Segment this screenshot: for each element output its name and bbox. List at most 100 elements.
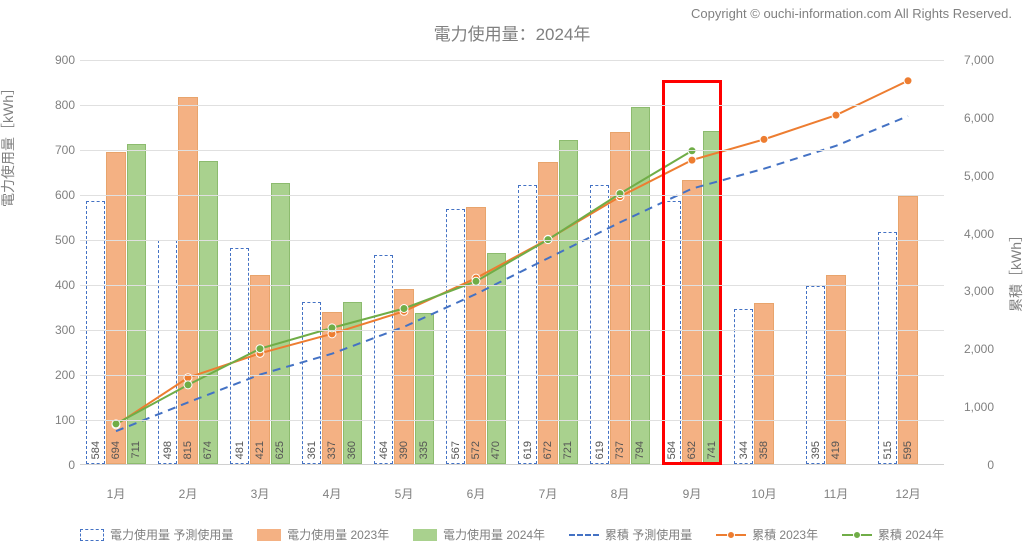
plot-inner: 5846947114988156744814216253613373604643… (80, 60, 944, 465)
copyright-text: Copyright © ouchi-information.com All Ri… (691, 6, 1012, 21)
xtick: 12月 (872, 485, 944, 502)
ytick-left: 300 (45, 323, 75, 337)
bar-label: 721 (562, 441, 574, 459)
x-axis-ticks: 1月2月3月4月5月6月7月8月9月10月11月12月 (80, 485, 944, 502)
legend-label: 累積 2024年 (878, 526, 944, 543)
bar-predicted: 464 (374, 255, 393, 464)
month-group: 619 672 721 (512, 59, 584, 464)
grid-line (80, 375, 944, 376)
ytick-left: 100 (45, 413, 75, 427)
xtick: 1月 (80, 485, 152, 502)
legend-swatch-predicted (80, 529, 104, 541)
bar-predicted: 619 (518, 185, 537, 464)
legend-swatch-2024 (413, 529, 437, 541)
month-group: 567572470 (440, 59, 512, 464)
bar-usage_2023: 694 (106, 152, 125, 464)
bar-usage_2023: 672 (538, 162, 557, 464)
bar-predicted: 344 (734, 309, 753, 464)
grid-line (80, 195, 944, 196)
legend-label: 累積 予測使用量 (605, 526, 692, 543)
ytick-left: 800 (45, 98, 75, 112)
bar-label: 337 (326, 441, 338, 459)
bar-usage_2024: 360 (343, 302, 362, 464)
legend: 電力使用量 予測使用量 電力使用量 2023年 電力使用量 2024年 累積 予… (80, 526, 944, 543)
legend-cum-predicted: 累積 予測使用量 (569, 526, 692, 543)
bar-label: 584 (666, 441, 678, 459)
bar-label: 632 (686, 441, 698, 459)
bar-label: 567 (450, 441, 462, 459)
grid-line (80, 150, 944, 151)
bar-label: 794 (634, 441, 646, 459)
bar-usage_2023: 572 (466, 207, 485, 464)
bar-usage_2024: 721 (559, 140, 578, 464)
bar-label: 360 (346, 441, 358, 459)
bar-usage_2023: 419 (826, 275, 845, 464)
legend-label: 電力使用量 2024年 (443, 526, 545, 543)
ytick-right: 3,000 (954, 284, 994, 298)
month-group: 464 390 335 (368, 59, 440, 464)
bar-predicted: 515 (878, 232, 897, 464)
xtick: 4月 (296, 485, 368, 502)
y-axis-label-left: 電力使用量［kWh］ (0, 81, 18, 207)
ytick-right: 6,000 (954, 111, 994, 125)
y-axis-label-right: 累積［kWh］ (1006, 228, 1024, 312)
month-group: 584694711 (80, 59, 152, 464)
bar-predicted: 619 (590, 185, 609, 464)
xtick: 8月 (584, 485, 656, 502)
ytick-right: 1,000 (954, 400, 994, 414)
bar-label: 498 (162, 441, 174, 459)
grid-line (80, 420, 944, 421)
plot-area: 5846947114988156744814216253613373604643… (80, 60, 944, 480)
bar-label: 619 (522, 441, 534, 459)
ytick-left: 600 (45, 188, 75, 202)
bar-usage_2024: 711 (127, 144, 146, 464)
ytick-left: 400 (45, 278, 75, 292)
grid-line (80, 240, 944, 241)
bar-label: 390 (398, 441, 410, 459)
bar-usage_2023: 815 (178, 97, 197, 464)
ytick-left: 200 (45, 368, 75, 382)
xtick: 2月 (152, 485, 224, 502)
ytick-left: 500 (45, 233, 75, 247)
xtick: 11月 (800, 485, 872, 502)
chart-container: Copyright © ouchi-information.com All Ri… (0, 0, 1024, 551)
bar-usage_2023: 337 (322, 312, 341, 464)
ytick-left: 0 (45, 458, 75, 472)
bar-label: 619 (594, 441, 606, 459)
bar-label: 421 (254, 441, 266, 459)
bar-label: 358 (758, 441, 770, 459)
legend-cum-2023: 累積 2023年 (716, 526, 818, 543)
bar-usage_2024: 674 (199, 161, 218, 464)
bar-label: 335 (418, 441, 430, 459)
bar-label: 419 (830, 441, 842, 459)
ytick-left: 700 (45, 143, 75, 157)
ytick-right: 5,000 (954, 169, 994, 183)
bar-usage_2024: 741 (703, 131, 722, 464)
month-group: 498 815 674 (152, 59, 224, 464)
ytick-right: 4,000 (954, 227, 994, 241)
bar-label: 711 (130, 441, 142, 459)
xtick: 6月 (440, 485, 512, 502)
ytick-left: 900 (45, 53, 75, 67)
legend-2024-bar: 電力使用量 2024年 (413, 526, 545, 543)
legend-line-2024 (842, 534, 872, 536)
bar-label: 515 (882, 441, 894, 459)
bar-label: 344 (738, 441, 750, 459)
month-group: 515595 (872, 59, 944, 464)
bar-usage_2023: 358 (754, 303, 773, 464)
bar-predicted: 498 (158, 240, 177, 464)
grid-line (80, 60, 944, 61)
bar-predicted: 567 (446, 209, 465, 464)
bar-usage_2024: 335 (415, 313, 434, 464)
ytick-right: 7,000 (954, 53, 994, 67)
bar-usage_2023: 390 (394, 289, 413, 465)
bar-label: 694 (110, 441, 122, 459)
month-group: 481421625 (224, 59, 296, 464)
legend-label: 電力使用量 2023年 (287, 526, 389, 543)
xtick: 7月 (512, 485, 584, 502)
bar-label: 572 (470, 441, 482, 459)
bar-usage_2023: 632 (682, 180, 701, 464)
bar-usage_2023: 421 (250, 275, 269, 464)
bar-label: 815 (182, 441, 194, 459)
month-group: 584 632 741 (656, 59, 728, 464)
